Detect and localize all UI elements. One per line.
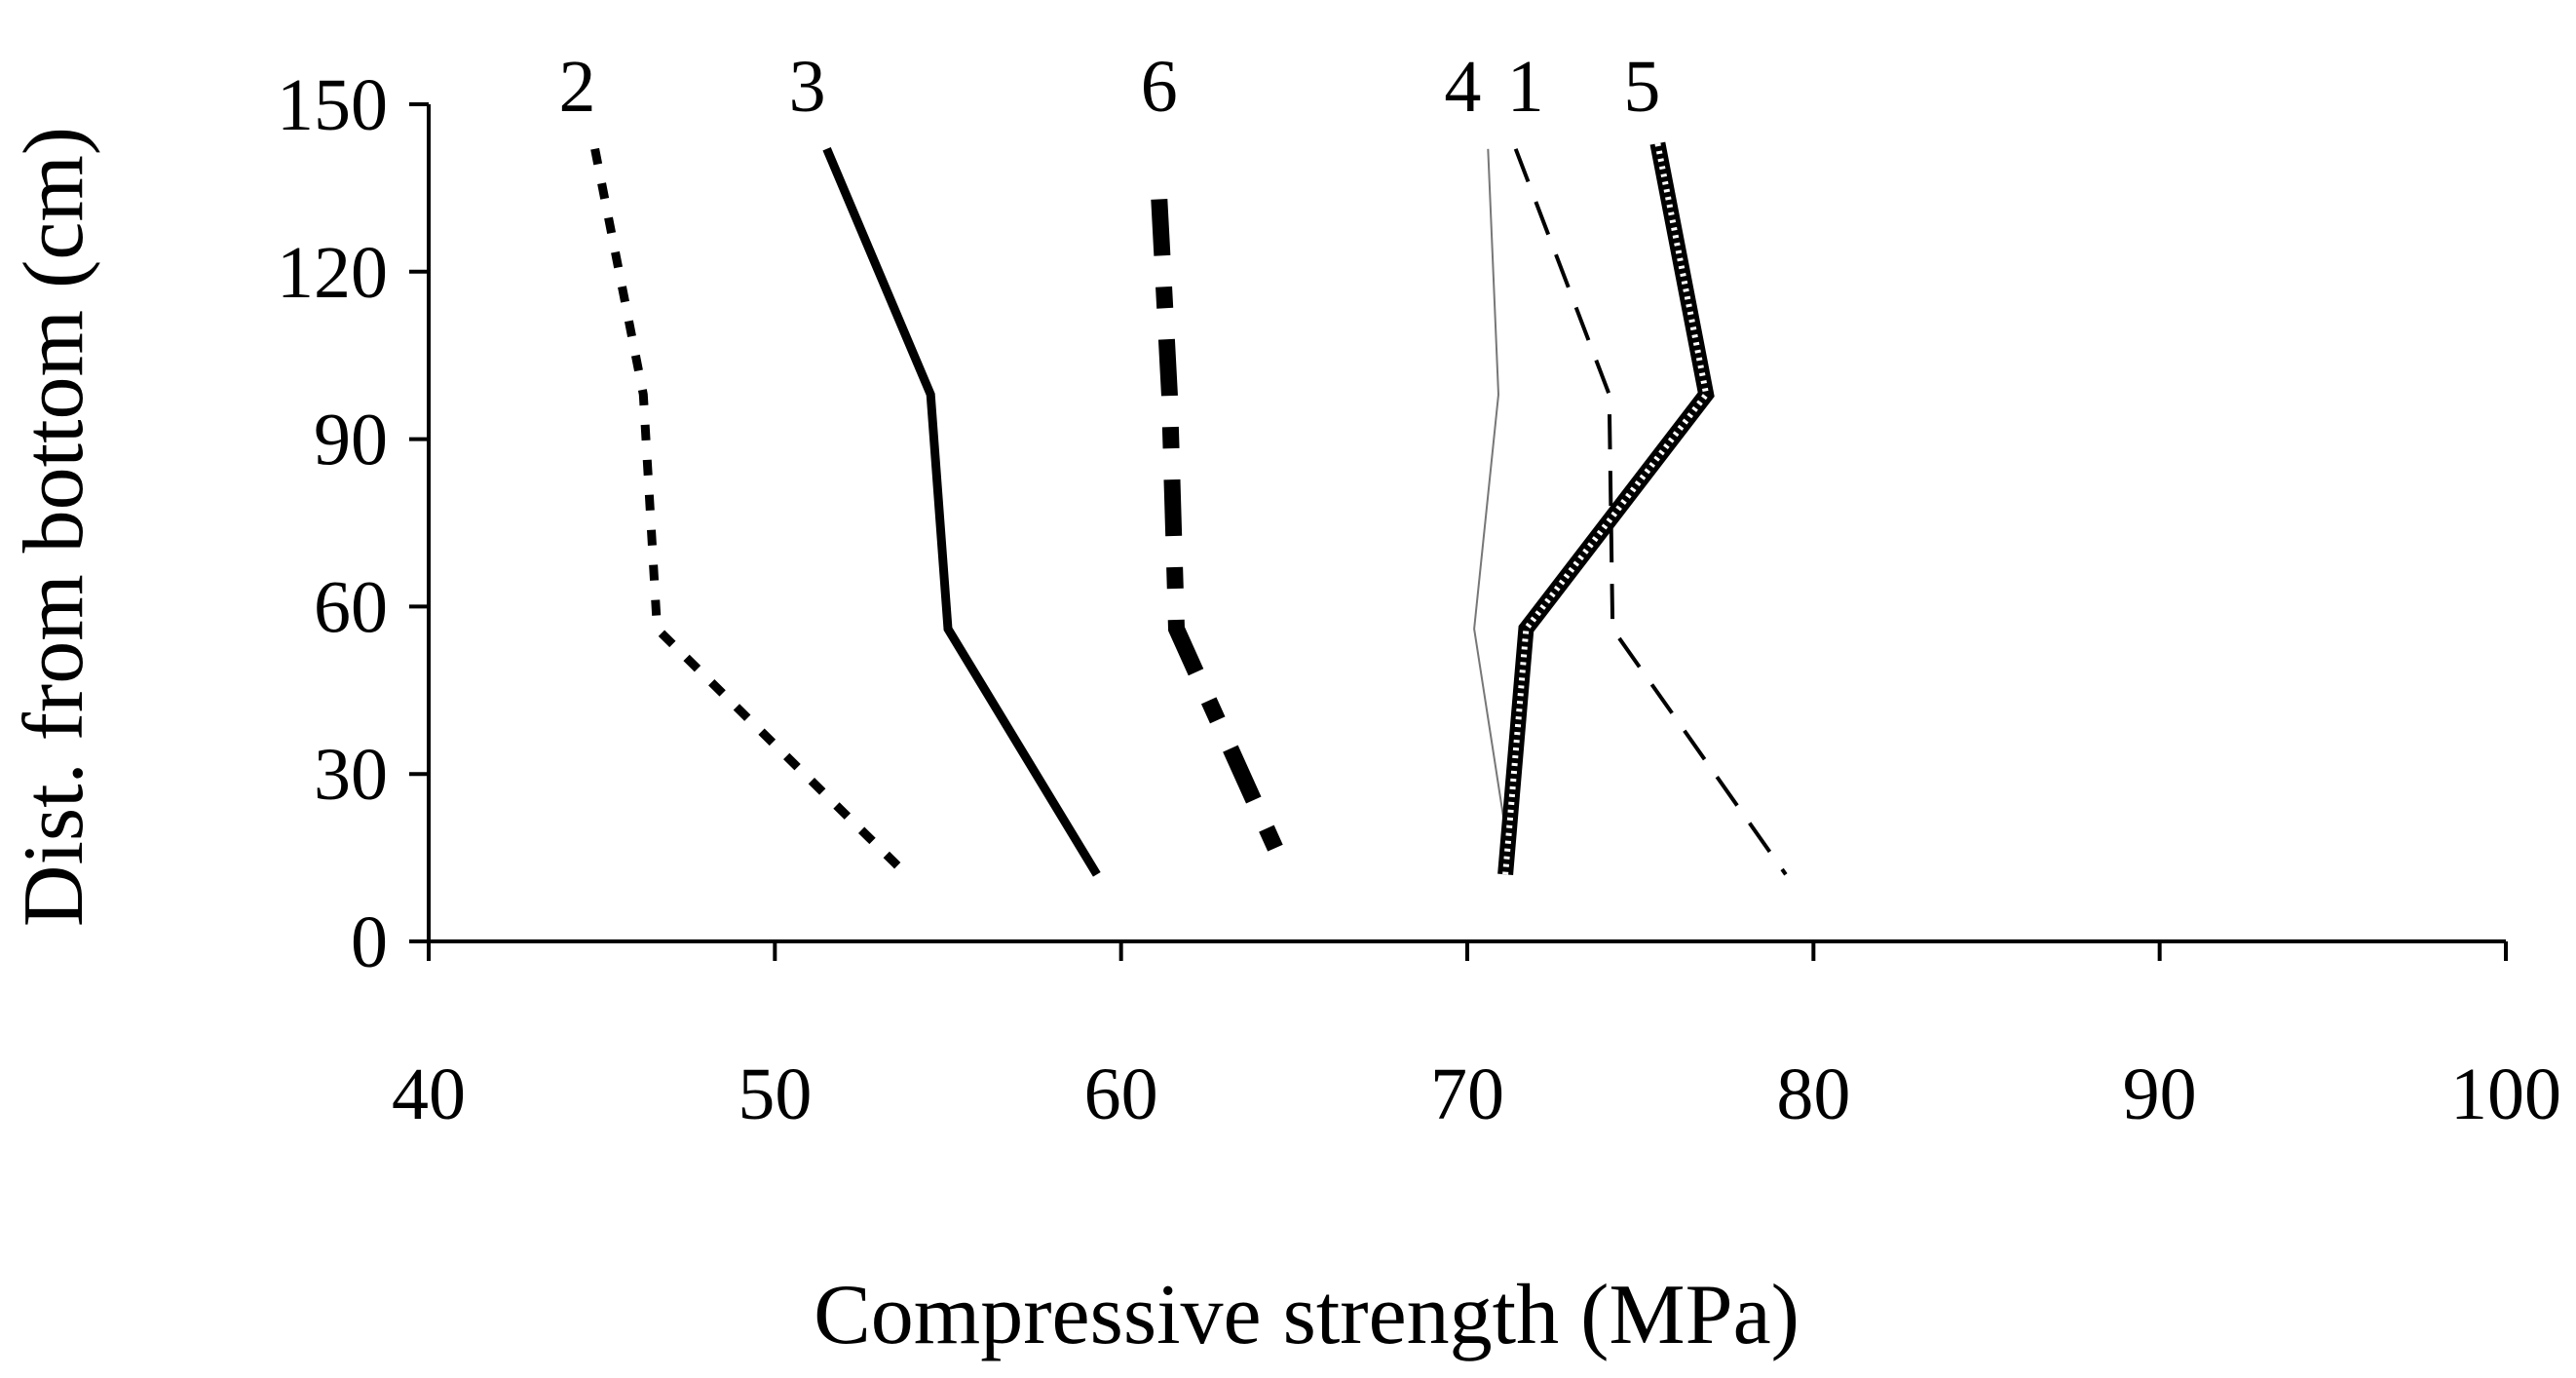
x-tick-label: 80 [1776, 1053, 1850, 1135]
axes [427, 104, 2506, 943]
y-tick-label: 150 [277, 64, 388, 146]
series-line-2 [590, 147, 910, 878]
y-tick-label: 30 [314, 734, 388, 816]
x-axis-ticks: 40 50 60 70 80 90 100 [392, 941, 2561, 1135]
series-2-point [657, 628, 659, 630]
x-tick-label: 100 [2450, 1053, 2561, 1135]
series-6-point [1286, 873, 1288, 875]
series-label-6: 6 [1141, 46, 1178, 128]
x-tick-label: 50 [738, 1053, 812, 1135]
y-tick-label: 0 [351, 901, 388, 983]
y-axis-ticks: 0 30 60 90 120 150 [277, 64, 429, 983]
x-tick-label: 60 [1084, 1053, 1158, 1135]
series-2-point [905, 873, 907, 875]
series-line-1 [1513, 148, 1788, 876]
series-1-point [1609, 394, 1610, 396]
y-tick-label: 120 [277, 232, 388, 314]
series-line-3 [822, 147, 1101, 877]
y-tick-label: 60 [314, 566, 388, 648]
x-tick-label: 90 [2123, 1053, 2197, 1135]
series-label-4: 4 [1444, 46, 1481, 128]
data-series [590, 141, 1788, 878]
series-label-2: 2 [559, 46, 596, 128]
series-label-1: 1 [1507, 46, 1544, 128]
y-tick-label: 90 [314, 400, 388, 481]
series-line-5-pattern [1502, 142, 1710, 875]
series-line-6 [1151, 198, 1295, 878]
series-label-5: 5 [1623, 46, 1660, 128]
series-1-point [1611, 628, 1613, 630]
series-line-5 [1497, 141, 1715, 875]
x-tick-label: 40 [392, 1053, 466, 1135]
x-axis-title: Compressive strength (MPa) [814, 1268, 1799, 1362]
series-label-3: 3 [789, 46, 826, 128]
y-axis-title: Dist. from bottom (cm) [7, 127, 101, 927]
series-line-4 [1473, 148, 1514, 875]
x-tick-label: 70 [1430, 1053, 1504, 1135]
